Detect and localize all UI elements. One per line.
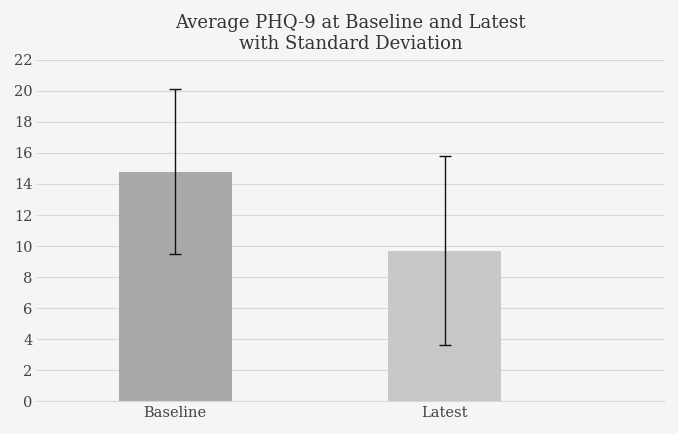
Title: Average PHQ-9 at Baseline and Latest
with Standard Deviation: Average PHQ-9 at Baseline and Latest wit… — [176, 14, 526, 53]
Bar — [119, 171, 232, 401]
Bar — [388, 251, 501, 401]
